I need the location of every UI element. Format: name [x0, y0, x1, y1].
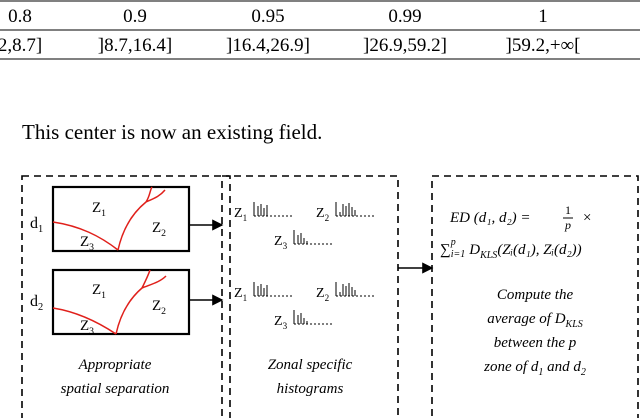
table-cell: 0.95: [251, 6, 284, 27]
caption: Appropriate: [78, 357, 152, 373]
caption-part: d: [573, 359, 581, 375]
label-base: Z: [80, 318, 89, 334]
formula-num: 1: [565, 203, 571, 217]
label-base: d: [30, 215, 38, 232]
label: Z2: [152, 220, 166, 239]
label-base: Z: [234, 206, 243, 221]
label-base: Z: [92, 282, 101, 298]
label-base: Z: [274, 234, 283, 249]
formula-part: ED (d₁, d₂) =: [449, 210, 531, 226]
boundary: [52, 269, 167, 335]
label: Z3: [274, 234, 288, 251]
label-base: d: [30, 293, 38, 310]
label-base: Z: [234, 286, 243, 301]
label: d1: [30, 215, 43, 235]
caption-part: zone of: [483, 359, 531, 375]
label-base: Z: [274, 314, 283, 329]
table-cell: ]59.2,+∞[: [506, 35, 581, 56]
label: Z1: [234, 206, 247, 223]
label-sub: 1: [101, 208, 106, 219]
caption-part: average of: [487, 311, 554, 327]
label-base: Z: [152, 298, 161, 314]
label-base: Z: [80, 234, 89, 250]
formula-part: KLS: [479, 250, 497, 261]
label-base: Z: [92, 200, 101, 216]
label: Z1: [234, 286, 247, 303]
label: Z3: [274, 314, 288, 331]
caption: Zonal specific: [268, 357, 353, 373]
table-cell: 2,8.7]: [0, 35, 42, 56]
caption: zone of d1 and d2: [483, 359, 586, 378]
label: Z2: [316, 286, 330, 303]
label-sub: 2: [325, 293, 330, 303]
label-sub: 1: [243, 213, 248, 223]
map: [51, 185, 191, 253]
formula-times: ×: [583, 210, 591, 226]
map: [51, 268, 191, 336]
label-sub: 1: [38, 224, 43, 235]
caption-part: D: [554, 311, 566, 327]
table-cell: ]16.4,26.9]: [226, 35, 310, 56]
label-sub: 1: [243, 293, 248, 303]
label-base: Z: [316, 206, 325, 221]
caption-part: and: [543, 359, 573, 375]
panel: [431, 175, 639, 418]
caption-part: 1: [538, 367, 543, 378]
label: Z3: [80, 234, 94, 253]
label-sub: 3: [283, 321, 288, 331]
caption: spatial separation: [61, 381, 170, 397]
table-cell: 0.9: [123, 6, 147, 27]
caption: average of DKLS: [487, 311, 583, 330]
caption: between the p: [494, 335, 577, 351]
caption-part: d: [531, 359, 539, 375]
formula-part: p: [450, 237, 456, 248]
sentence: This center is now an existing field.: [22, 120, 322, 144]
label: Z2: [152, 298, 166, 317]
formula-part: (Zᵢ(d₁), Zᵢ(d₂)): [497, 242, 581, 258]
caption-part: 2: [581, 367, 586, 378]
label-sub: 1: [101, 290, 106, 301]
label-sub: 2: [161, 228, 166, 239]
label-sub: 3: [283, 241, 288, 251]
label: Z1: [92, 282, 106, 301]
boundary: [52, 186, 166, 251]
table-cell: 0.8: [8, 6, 32, 27]
table-cell: ]26.9,59.2]: [363, 35, 447, 56]
label-base: Z: [316, 286, 325, 301]
label-sub: 3: [89, 326, 94, 337]
formula-part: D: [468, 242, 480, 258]
caption-part: KLS: [565, 319, 583, 330]
label-sub: 2: [161, 306, 166, 317]
label-sub: 2: [325, 213, 330, 223]
label-base: Z: [152, 220, 161, 236]
caption: Compute the: [497, 287, 574, 303]
table-cell: 0.99: [388, 6, 421, 27]
label: Z1: [92, 200, 106, 219]
formula: ∑p i=1 DKLS(Zᵢ(d₁), Zᵢ(d₂)): [440, 237, 582, 261]
label: d2: [30, 293, 43, 313]
label-sub: 3: [89, 242, 94, 253]
formula-part: ∑: [440, 242, 451, 258]
label: Z3: [80, 318, 94, 337]
caption: histograms: [277, 381, 344, 397]
formula-den: p: [564, 218, 571, 232]
table: 0.8 0.9 0.95 0.99 1 2,8.7] ]8.7,16.4] ]16.4,26.…: [0, 6, 580, 56]
table-cell: ]8.7,16.4]: [98, 35, 172, 56]
formula: ED (d₁, d₂) =: [449, 210, 531, 226]
table-cell: 1: [538, 6, 548, 27]
label-sub: 2: [38, 302, 43, 313]
label: Z2: [316, 206, 330, 223]
formula-part: i=1: [451, 249, 466, 260]
